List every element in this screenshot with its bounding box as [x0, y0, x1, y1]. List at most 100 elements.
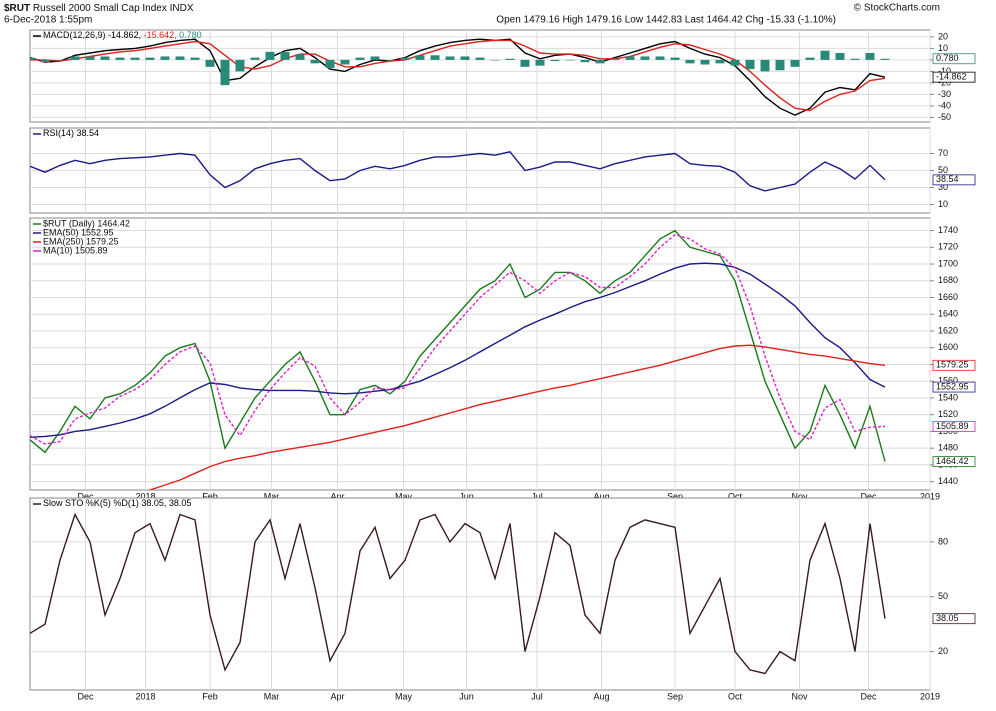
- histogram-bar: [250, 57, 260, 60]
- y-tick-label: 1540: [938, 392, 958, 402]
- index-name: Russell 2000 Small Cap Index INDX: [33, 3, 194, 14]
- histogram-bar: [295, 54, 305, 60]
- histogram-bar: [445, 56, 455, 60]
- histogram-bar: [430, 55, 440, 60]
- x-tick-label: Jun: [459, 491, 474, 501]
- x-tick-label: Dec: [860, 691, 877, 701]
- y-tick-label: 1560: [938, 376, 958, 386]
- histogram-bar: [745, 59, 755, 70]
- symbol: $RUT: [4, 3, 30, 14]
- x-tick-label: Sep: [667, 691, 683, 701]
- series-line: [30, 39, 886, 112]
- histogram-bar: [760, 59, 770, 72]
- value-tag-box: [932, 174, 976, 186]
- histogram-bar: [850, 58, 860, 60]
- value-tag-box: [932, 456, 976, 467]
- legend-label: $RUT (Daily) 1464.42: [43, 218, 130, 228]
- x-tick-label: Dec: [77, 491, 94, 501]
- histogram-bar: [880, 58, 890, 60]
- value-tag-box: [932, 613, 976, 625]
- y-tick-label: 10: [938, 199, 948, 209]
- histogram-bar: [535, 59, 545, 66]
- histogram-bar: [145, 57, 155, 60]
- x-tick-label: Sep: [667, 491, 683, 501]
- histogram-bar: [415, 55, 425, 60]
- y-tick-label: 50: [938, 165, 948, 175]
- histogram-bar: [715, 59, 725, 64]
- histogram-bar: [610, 58, 620, 60]
- histogram-bar: [550, 59, 560, 62]
- histogram-bar: [160, 56, 170, 60]
- x-tick-label: Oct: [728, 491, 743, 501]
- y-tick-label: -10: [938, 66, 951, 76]
- y-tick-label: 50: [938, 591, 948, 601]
- y-tick-label: 1660: [938, 292, 958, 302]
- value-tag: 1552.95: [936, 381, 969, 391]
- x-tick-label: Aug: [593, 691, 609, 701]
- x-tick-label: 2018: [135, 691, 155, 701]
- value-tag: -14.862: [936, 72, 967, 82]
- x-tick-label: Feb: [202, 691, 218, 701]
- histogram-bar: [280, 51, 290, 60]
- x-tick-label: 2019: [920, 491, 940, 501]
- value-tag: 1505.89: [936, 421, 969, 431]
- legend-label: EMA(250) 1579.25: [43, 236, 119, 246]
- y-tick-label: 1640: [938, 309, 958, 319]
- date: 6-Dec-2018 1:55pm: [4, 15, 92, 26]
- y-tick-label: 1700: [938, 258, 958, 268]
- x-tick-label: Feb: [202, 491, 218, 501]
- legend-label: EMA(50) 1552.95: [43, 227, 114, 237]
- histogram-bar: [730, 59, 740, 66]
- panel: [29, 497, 931, 691]
- histogram-bar: [400, 57, 410, 60]
- plot: [30, 229, 886, 490]
- legend-label: Slow STO %K(5) %D(1) 38.05, 38.05: [43, 498, 191, 508]
- histogram-bar: [520, 59, 530, 67]
- y-tick-label: 70: [938, 148, 948, 158]
- legend-title: MACD(12,26,9): [43, 30, 106, 40]
- histogram-bar: [820, 50, 830, 60]
- y-tick-label: 1520: [938, 409, 958, 419]
- plot: [30, 151, 886, 192]
- x-tick-label: Jun: [459, 691, 474, 701]
- x-tick-label: Jul: [531, 691, 543, 701]
- histogram-bar: [100, 56, 110, 60]
- histogram-bar: [265, 51, 275, 60]
- histogram-bar: [310, 59, 320, 64]
- x-tick-label: Aug: [593, 491, 609, 501]
- x-tick-label: Jul: [531, 491, 543, 501]
- value-tag-box: [932, 359, 976, 371]
- value-tag-box: [932, 53, 976, 65]
- quote: Open 1479.16 High 1479.16 Low 1442.83 La…: [496, 15, 836, 26]
- y-tick-label: 20: [938, 31, 948, 41]
- histogram-bar: [505, 58, 515, 60]
- histogram-bar: [775, 59, 785, 71]
- x-tick-label: 2018: [135, 491, 155, 501]
- value-tag: 1464.42: [936, 456, 969, 466]
- histogram-bar: [580, 59, 590, 63]
- credit: © StockCharts.com: [854, 3, 940, 14]
- value-tag-box: [932, 420, 976, 432]
- y-tick-label: 80: [938, 536, 948, 546]
- legend-label: RSI(14) 38.54: [43, 128, 99, 138]
- histogram-bar: [640, 56, 650, 60]
- legend-label: 0.780: [179, 30, 202, 40]
- histogram-bar: [85, 56, 95, 60]
- x-tick-label: May: [395, 691, 413, 701]
- series-line: [30, 151, 886, 192]
- histogram-bar: [805, 57, 815, 60]
- y-tick-label: -30: [938, 89, 951, 99]
- y-tick-label: 10: [938, 43, 948, 53]
- histogram-bar: [340, 59, 350, 65]
- header: $RUT Russell 2000 Small Cap Index INDX: [4, 3, 194, 14]
- histogram-bar: [235, 59, 245, 72]
- panel: [29, 29, 931, 123]
- value-tag: 38.54: [936, 174, 959, 184]
- histogram-bar: [595, 59, 605, 64]
- x-tick-label: Dec: [860, 491, 877, 501]
- histogram-bar: [655, 56, 665, 60]
- legend-label: MA(10) 1505.89: [43, 245, 108, 255]
- value-tag-box: [932, 381, 976, 393]
- series-line: [30, 233, 886, 445]
